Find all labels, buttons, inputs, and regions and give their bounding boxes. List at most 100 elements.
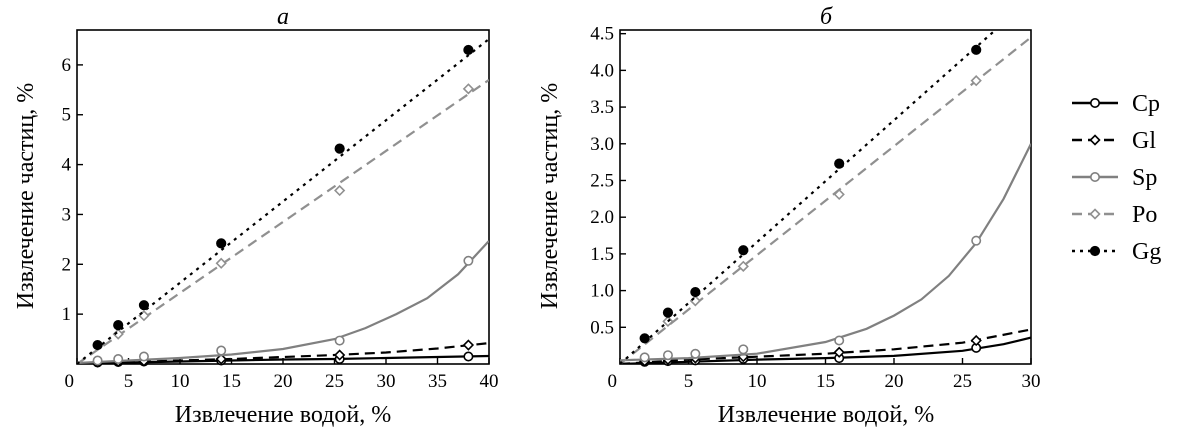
panel-b-point-sp	[971, 235, 982, 246]
panel-b-title: б	[820, 4, 833, 30]
panel-b: б 0 5 10 15 20 25 30 0.5 1.0 1.5 2.0 2.5 3.0 3.5 4.0 4.…	[537, 4, 1041, 428]
panel-a-x-tick-label: 20	[274, 371, 293, 392]
panel-a-point-sp	[92, 355, 103, 366]
legend-marker-po	[1089, 208, 1101, 220]
panel-a-x-tick-label: 30	[377, 371, 396, 392]
panel-a: а 0 5 10 15 20 25 30 35 40 1 2 3 4 5 6 Извлечение водо…	[13, 4, 499, 428]
panel-b-plot: 0 5 10 15 20 25 30 0.5 1.0 1.5 2.0 2.5 3.0 3.5 4.0 4.5	[590, 24, 1040, 392]
legend-label-gg: Gg	[1132, 239, 1161, 265]
panel-a-point-gg	[216, 238, 227, 249]
panel-a-y-tick-label: 2	[62, 254, 72, 275]
panel-b-x-tick-label: 15	[816, 371, 835, 392]
panel-b-frame	[619, 29, 1032, 365]
legend: Cp Gl Sp Po Gg	[1072, 91, 1161, 265]
panel-b-y-tick-label: 1.5	[590, 244, 614, 265]
panel-a-plot: 0 5 10 15 20 25 30 35 40 1 2 3 4 5 6	[62, 29, 499, 392]
panel-b-y-tick-label: 2.0	[590, 207, 614, 228]
panel-a-x-tick-label: 40	[480, 371, 499, 392]
panel-a-x-tick-label: 5	[124, 371, 134, 392]
legend-marker-sp	[1090, 172, 1101, 183]
panel-a-point-sp	[334, 335, 345, 346]
panel-b-x-tick-label: 25	[953, 371, 972, 392]
panel-b-point-sp	[662, 350, 673, 361]
panel-a-y-tick-label: 5	[62, 105, 72, 126]
panel-a-x-tick-label: 25	[325, 371, 344, 392]
panel-a-x-tick-label: 0	[65, 371, 75, 392]
panel-a-series-sp	[77, 240, 489, 366]
panel-b-point-sp	[738, 344, 749, 355]
panel-a-line-sp	[77, 240, 489, 364]
panel-b-series-po	[620, 36, 1031, 364]
legend-label-gl: Gl	[1132, 128, 1156, 154]
panel-b-point-gg	[834, 158, 845, 169]
legend-label-cp: Cp	[1132, 91, 1160, 117]
panel-a-point-gg	[334, 143, 345, 154]
panel-a-point-cp	[463, 351, 474, 362]
panel-a-x-axis-title: Извлечение водой, %	[175, 402, 391, 428]
panel-a-point-gl	[215, 353, 227, 365]
panel-b-point-gg	[639, 333, 650, 344]
legend-item-gg: Gg	[1072, 239, 1161, 265]
panel-a-point-gl	[462, 339, 475, 351]
panel-a-point-gg	[463, 44, 474, 56]
panel-b-line-sp	[620, 143, 1031, 362]
legend-label-sp: Sp	[1132, 165, 1157, 191]
panel-a-x-tick-label: 15	[222, 371, 241, 392]
panel-b-y-tick-label: 3.0	[590, 134, 614, 155]
panel-a-series-po	[77, 78, 489, 364]
panel-a-line-po	[77, 78, 489, 364]
panel-b-x-tick-label: 5	[684, 371, 694, 392]
legend-label-po: Po	[1132, 202, 1157, 228]
panel-b-point-gg	[738, 245, 749, 256]
legend-item-sp: Sp	[1072, 165, 1157, 191]
panel-b-x-tick-label: 0	[608, 371, 618, 392]
panel-b-point-gg	[690, 286, 701, 298]
panel-a-title: а	[277, 4, 289, 30]
panel-a-point-sp	[463, 255, 474, 266]
panel-b-point-sp	[639, 352, 650, 363]
legend-item-cp: Cp	[1072, 91, 1160, 117]
panel-a-y-tick-label: 3	[62, 204, 72, 225]
panel-b-series-gg	[620, 30, 997, 364]
panel-b-point-sp	[834, 335, 845, 346]
panel-b-line-gg	[620, 30, 997, 364]
panel-b-y-tick-label: 4.5	[590, 24, 614, 45]
panel-b-y-tick-label: 1.0	[590, 281, 614, 302]
panel-b-point-po	[970, 75, 982, 87]
panel-b-point-po	[833, 188, 845, 201]
panel-b-y-tick-label: 3.5	[590, 97, 614, 118]
panel-a-point-gg	[138, 300, 150, 311]
panel-b-line-gl	[620, 328, 1031, 364]
panel-b-y-tick-label: 0.5	[590, 317, 614, 338]
legend-item-po: Po	[1072, 202, 1157, 228]
panel-a-point-sp	[138, 351, 149, 362]
panel-a-point-po	[462, 83, 475, 95]
panel-b-series-sp	[620, 143, 1031, 363]
panel-b-point-gl	[970, 334, 982, 347]
panel-a-point-po	[215, 257, 227, 269]
panel-a-point-gg	[92, 339, 103, 351]
panel-a-point-po	[334, 184, 346, 197]
panel-b-x-axis-title: Извлечение водой, %	[718, 402, 934, 428]
panel-b-x-tick-label: 20	[885, 371, 904, 392]
panel-a-point-sp	[113, 354, 124, 365]
legend-marker-gg	[1089, 245, 1101, 257]
panel-b-point-gg	[971, 44, 982, 55]
panel-a-y-tick-label: 1	[62, 304, 72, 325]
panel-b-point-po	[689, 295, 701, 307]
panel-a-y-axis-title: Извлечение частиц, %	[13, 83, 39, 309]
panel-a-y-tick-label: 6	[62, 55, 72, 76]
legend-marker-gl	[1089, 134, 1101, 146]
panel-a-point-gg	[113, 320, 124, 331]
legend-marker-cp	[1090, 98, 1101, 109]
panel-b-point-po	[737, 260, 749, 273]
panel-a-frame	[76, 29, 490, 365]
panel-b-y-tick-label: 2.5	[590, 170, 614, 191]
panel-a-series-gg	[77, 38, 489, 364]
panel-b-line-po	[620, 36, 1031, 364]
panel-b-point-gg	[662, 307, 674, 318]
panel-b-point-sp	[690, 348, 701, 359]
panel-a-point-sp	[216, 345, 227, 356]
legend-item-gl: Gl	[1072, 128, 1156, 154]
